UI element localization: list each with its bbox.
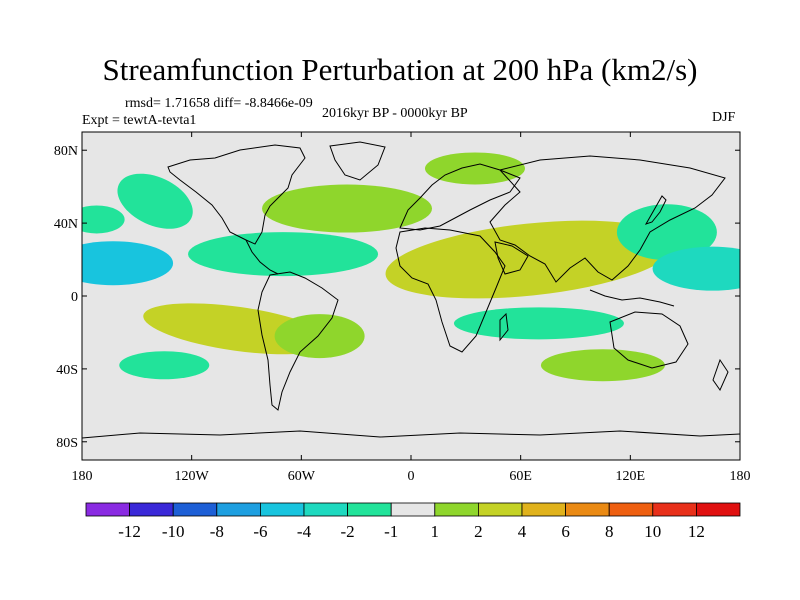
y-tick-label-80S: 80S	[56, 436, 78, 451]
stats-line: rmsd= 1.71658 diff= -8.8466e-09	[125, 96, 313, 112]
anomaly-southern-ocean-negative	[119, 351, 210, 380]
coastline-new-zealand	[712, 358, 729, 392]
colorbar-label-6: 6	[561, 522, 570, 541]
x-tick-label-120W: 120W	[175, 469, 210, 484]
map-background	[82, 132, 740, 460]
rmsd-value: 1.71658	[164, 96, 210, 111]
anomaly-dateline-subtropical-negative	[82, 205, 125, 234]
x-tick-label-60E: 60E	[509, 469, 532, 484]
experiment-label: Expt = tewtA-tevta1	[82, 113, 197, 128]
x-tick-label-180: 180	[730, 469, 751, 484]
colorbar-swatch-3	[216, 502, 261, 517]
colorbar-swatch-8	[434, 502, 479, 517]
colorbar-label--1: -1	[384, 522, 398, 541]
coastline-antarctica	[82, 430, 740, 439]
coastline-arabia	[494, 241, 529, 275]
y-tick-label-40S: 40S	[56, 363, 78, 378]
colorbar-swatch-6	[347, 502, 392, 517]
colorbar-swatch-5	[303, 502, 348, 517]
coastline-south-america	[257, 271, 339, 411]
x-tick-label-60W: 60W	[288, 469, 316, 484]
colorbar-label-10: 10	[644, 522, 661, 541]
x-tick-label-180: 180	[72, 469, 93, 484]
colorbar-swatch-10	[521, 502, 566, 517]
anomaly-south-indian-negative	[453, 307, 624, 340]
colorbar-swatch-7	[390, 502, 436, 517]
coastline-japan	[644, 195, 667, 225]
colorbar-label--2: -2	[341, 522, 355, 541]
anomaly-australia-positive	[540, 349, 665, 382]
coastline-greenland	[329, 141, 386, 181]
period-label: 2016kyr BP - 0000kyr BP	[322, 106, 468, 121]
anomaly-north-pacific-tropical-negative	[82, 241, 174, 286]
coastline-layer	[82, 141, 740, 439]
colorbar-swatch-14	[696, 502, 741, 517]
coastline-africa	[395, 227, 506, 353]
y-tick-label-80N: 80N	[54, 144, 78, 159]
y-tick-label-0: 0	[71, 290, 78, 305]
coastline-indonesia	[589, 289, 675, 307]
diff-value: -8.8466e-09	[244, 96, 313, 111]
coastline-europe	[399, 163, 521, 231]
coastline-madagascar	[499, 312, 509, 342]
colorbar-label-12: 12	[688, 522, 705, 541]
anomaly-atlantic-tropical-negative	[188, 232, 379, 277]
colorbar-label-8: 8	[605, 522, 614, 541]
coastline-asia	[489, 155, 726, 283]
y-tick-label-40N: 40N	[54, 217, 78, 232]
coastline-central-america	[245, 239, 279, 275]
diff-label: diff=	[213, 96, 242, 111]
x-axis: 180 120W 60W 0 60E 120E 180	[72, 132, 751, 484]
anomaly-afro-asian-positive	[385, 220, 675, 299]
colorbar-label--6: -6	[253, 522, 267, 541]
colorbar: -12 -10 -8 -6 -4 -2 -1 1 2 4 6 8 10 12	[85, 502, 741, 541]
anomaly-east-pacific-negative	[117, 173, 193, 229]
x-tick-label-120E: 120E	[616, 469, 646, 484]
anomaly-south-america-positive	[274, 314, 365, 359]
colorbar-swatch-1	[129, 502, 174, 517]
y-axis: 80N 40N 0 40S 80S	[54, 144, 740, 451]
season-label: DJF	[712, 110, 736, 125]
colorbar-swatch-4	[259, 502, 305, 517]
colorbar-label-4: 4	[518, 522, 527, 541]
colorbar-label--10: -10	[162, 522, 185, 541]
anomaly-west-pacific-tropical-negative	[652, 246, 740, 291]
coastline-north-america	[167, 144, 306, 245]
colorbar-swatch-0	[85, 502, 130, 517]
anomaly-north-atlantic-positive	[262, 184, 433, 233]
colorbar-label-1: 1	[431, 522, 440, 541]
colorbar-label--8: -8	[210, 522, 224, 541]
colorbar-swatch-12	[608, 502, 654, 517]
rmsd-label: rmsd=	[125, 96, 161, 111]
colorbar-swatch-11	[565, 502, 610, 517]
colorbar-swatch-9	[477, 502, 523, 517]
colorbar-swatch-2	[172, 502, 218, 517]
colorbar-label-2: 2	[474, 522, 483, 541]
chart-title: Streamfunction Perturbation at 200 hPa (…	[102, 52, 698, 87]
coastline-australia	[609, 311, 689, 369]
anomaly-layer	[82, 152, 740, 382]
anomaly-arctic-europe-positive	[424, 152, 525, 185]
x-tick-label-0: 0	[408, 469, 415, 484]
colorbar-label--12: -12	[118, 522, 141, 541]
colorbar-swatch-13	[652, 502, 697, 517]
colorbar-label--4: -4	[297, 522, 312, 541]
